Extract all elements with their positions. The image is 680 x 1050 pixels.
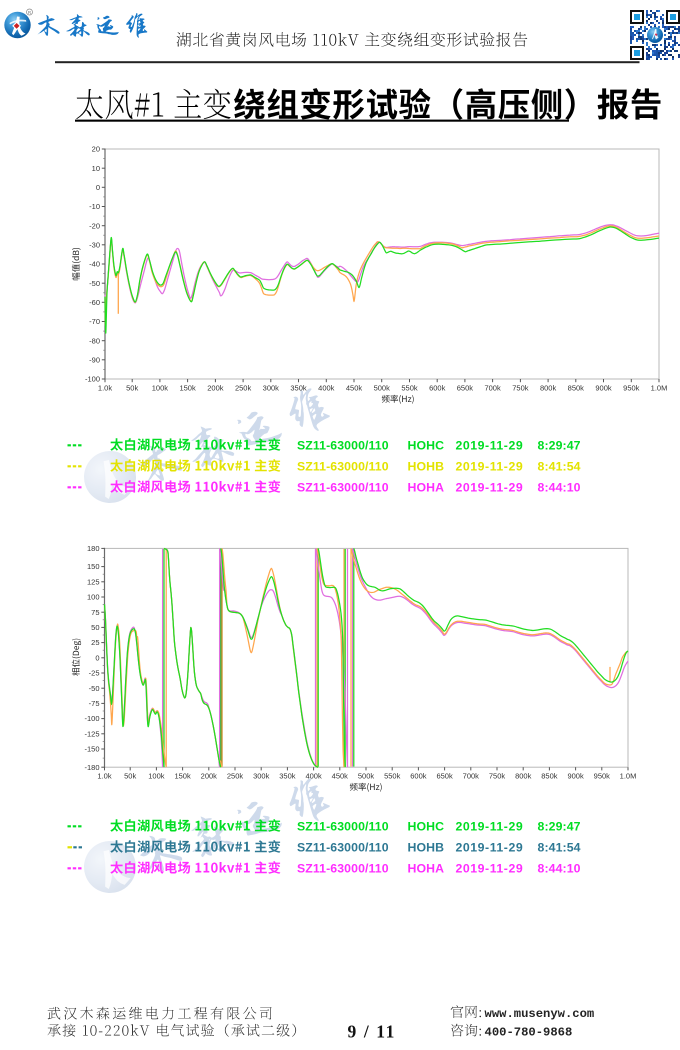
svg-text:150k: 150k bbox=[174, 772, 191, 781]
svg-text:HOHB: HOHB bbox=[408, 841, 445, 855]
svg-text:100: 100 bbox=[87, 593, 100, 602]
svg-text:150: 150 bbox=[87, 562, 100, 571]
svg-text:20: 20 bbox=[92, 145, 100, 154]
svg-text:300k: 300k bbox=[253, 772, 270, 781]
svg-text:850k: 850k bbox=[568, 384, 585, 393]
svg-text:2019-11-29: 2019-11-29 bbox=[456, 862, 524, 876]
svg-text:HOHA: HOHA bbox=[408, 862, 445, 876]
svg-text:-20: -20 bbox=[89, 221, 100, 230]
svg-text:-90: -90 bbox=[89, 355, 100, 364]
svg-text:9 / 11: 9 / 11 bbox=[348, 1022, 397, 1042]
svg-text:-30: -30 bbox=[89, 240, 100, 249]
svg-text:-60: -60 bbox=[89, 298, 100, 307]
svg-text:350k: 350k bbox=[279, 772, 296, 781]
svg-text:250k: 250k bbox=[235, 384, 252, 393]
svg-text:-10: -10 bbox=[89, 202, 100, 211]
svg-text:500k: 500k bbox=[374, 384, 391, 393]
svg-text:50: 50 bbox=[91, 623, 99, 632]
svg-text:750k: 750k bbox=[512, 384, 529, 393]
svg-text:180: 180 bbox=[87, 544, 100, 553]
svg-text:-75: -75 bbox=[89, 699, 100, 708]
svg-text:-150: -150 bbox=[84, 745, 99, 754]
svg-text:2019-11-29: 2019-11-29 bbox=[456, 481, 524, 495]
svg-text:8:29:47: 8:29:47 bbox=[538, 820, 581, 834]
svg-text:0: 0 bbox=[95, 653, 99, 662]
svg-text:700k: 700k bbox=[484, 384, 501, 393]
svg-text:250k: 250k bbox=[227, 772, 244, 781]
svg-text:100k: 100k bbox=[152, 384, 169, 393]
svg-text:950k: 950k bbox=[623, 384, 640, 393]
svg-text:400k: 400k bbox=[305, 772, 322, 781]
svg-text:2019-11-29: 2019-11-29 bbox=[456, 460, 524, 474]
svg-text:550k: 550k bbox=[384, 772, 401, 781]
svg-text:650k: 650k bbox=[457, 384, 474, 393]
svg-text:2019-11-29: 2019-11-29 bbox=[456, 820, 524, 834]
svg-text:-40: -40 bbox=[89, 260, 100, 269]
svg-text:750k: 750k bbox=[489, 772, 506, 781]
svg-text:700k: 700k bbox=[463, 772, 480, 781]
svg-text:550k: 550k bbox=[401, 384, 418, 393]
svg-text:-100: -100 bbox=[84, 714, 99, 723]
svg-text:75: 75 bbox=[91, 608, 99, 617]
svg-text:50k: 50k bbox=[124, 772, 136, 781]
svg-text:SZ11-63000/110: SZ11-63000/110 bbox=[297, 460, 389, 474]
svg-text:600k: 600k bbox=[429, 384, 446, 393]
svg-text:-100: -100 bbox=[85, 375, 100, 384]
svg-text:10: 10 bbox=[92, 164, 100, 173]
svg-text:500k: 500k bbox=[358, 772, 375, 781]
svg-text:450k: 450k bbox=[332, 772, 349, 781]
svg-text:SZ11-63000/110: SZ11-63000/110 bbox=[297, 481, 389, 495]
svg-text:-25: -25 bbox=[89, 669, 100, 678]
svg-text:200k: 200k bbox=[207, 384, 224, 393]
svg-text:125: 125 bbox=[87, 577, 100, 586]
svg-text:SZ11-63000/110: SZ11-63000/110 bbox=[297, 841, 389, 855]
svg-text:HOHC: HOHC bbox=[408, 439, 445, 453]
svg-text:1.0k: 1.0k bbox=[97, 772, 111, 781]
svg-text:HOHC: HOHC bbox=[408, 820, 445, 834]
svg-text:800k: 800k bbox=[540, 384, 557, 393]
svg-text:8:41:54: 8:41:54 bbox=[538, 460, 581, 474]
svg-text:2019-11-29: 2019-11-29 bbox=[456, 439, 524, 453]
svg-text:1.0k: 1.0k bbox=[98, 384, 112, 393]
svg-text:-50: -50 bbox=[89, 279, 100, 288]
svg-text:HOHA: HOHA bbox=[408, 481, 445, 495]
svg-text:8:29:47: 8:29:47 bbox=[538, 439, 581, 453]
svg-text:-80: -80 bbox=[89, 336, 100, 345]
svg-text:SZ11-63000/110: SZ11-63000/110 bbox=[297, 820, 389, 834]
svg-text:8:41:54: 8:41:54 bbox=[538, 841, 581, 855]
svg-text:0: 0 bbox=[96, 183, 100, 192]
svg-text:200k: 200k bbox=[201, 772, 218, 781]
svg-text:300k: 300k bbox=[263, 384, 280, 393]
svg-text:900k: 900k bbox=[595, 384, 612, 393]
svg-text:450k: 450k bbox=[346, 384, 363, 393]
svg-text:-50: -50 bbox=[89, 684, 100, 693]
svg-text:1.0M: 1.0M bbox=[620, 772, 637, 781]
svg-text:SZ11-63000/110: SZ11-63000/110 bbox=[297, 862, 389, 876]
svg-text:400k: 400k bbox=[318, 384, 335, 393]
svg-text:8:44:10: 8:44:10 bbox=[538, 481, 581, 495]
svg-text:-70: -70 bbox=[89, 317, 100, 326]
svg-text:800k: 800k bbox=[515, 772, 532, 781]
svg-text:400-780-9868: 400-780-9868 bbox=[485, 1026, 573, 1040]
svg-text:950k: 950k bbox=[594, 772, 611, 781]
svg-text:900k: 900k bbox=[567, 772, 584, 781]
svg-text:350k: 350k bbox=[290, 384, 307, 393]
svg-text:2019-11-29: 2019-11-29 bbox=[456, 841, 524, 855]
svg-text:850k: 850k bbox=[541, 772, 558, 781]
svg-text:150k: 150k bbox=[179, 384, 196, 393]
svg-text:650k: 650k bbox=[436, 772, 453, 781]
svg-text:1.0M: 1.0M bbox=[651, 384, 668, 393]
svg-text:R: R bbox=[28, 10, 32, 15]
svg-text:25: 25 bbox=[91, 638, 99, 647]
svg-text:8:44:10: 8:44:10 bbox=[538, 862, 581, 876]
svg-text:SZ11-63000/110: SZ11-63000/110 bbox=[297, 439, 389, 453]
svg-text:100k: 100k bbox=[148, 772, 165, 781]
svg-text:600k: 600k bbox=[410, 772, 427, 781]
svg-text:-180: -180 bbox=[84, 763, 99, 772]
svg-text:HOHB: HOHB bbox=[408, 460, 445, 474]
svg-text:-125: -125 bbox=[84, 729, 99, 738]
svg-text:www.musenyw.com: www.musenyw.com bbox=[485, 1007, 595, 1021]
svg-text:50k: 50k bbox=[126, 384, 138, 393]
